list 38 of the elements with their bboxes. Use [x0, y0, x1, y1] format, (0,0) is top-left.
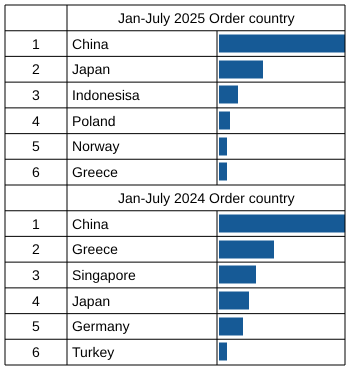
text: 6 [32, 164, 40, 180]
y-tick-label: Japan [72, 293, 110, 309]
bar [219, 342, 227, 361]
bar [219, 162, 227, 181]
bar [219, 86, 238, 104]
bar [219, 318, 243, 336]
y-tick-label: Poland [72, 113, 116, 129]
bar [219, 214, 345, 233]
text: 2 [32, 61, 40, 77]
y-tick-label: Indonesisa [72, 87, 140, 103]
y-tick-label: Singapore [72, 267, 136, 283]
y-tick-label: Turkey [72, 344, 114, 360]
text: 6 [32, 344, 40, 360]
text: 4 [32, 293, 40, 309]
chart-title: Jan-July 2024 Order country [118, 190, 295, 206]
text: 1 [32, 216, 40, 232]
bar [219, 138, 227, 156]
text: 5 [32, 318, 40, 334]
y-tick-label: China [72, 216, 109, 232]
y-tick-label: Norway [72, 138, 120, 154]
y-tick-label: Germany [72, 318, 130, 334]
text: 5 [32, 138, 40, 154]
text: 2 [32, 241, 40, 257]
bar [219, 60, 263, 79]
y-tick-label: China [72, 36, 109, 52]
y-tick-label: Japan [72, 61, 110, 77]
text: 4 [32, 113, 40, 129]
y-tick-label: Greece [72, 164, 118, 180]
bar [219, 34, 345, 53]
text: 1 [32, 36, 40, 52]
bar [219, 266, 256, 284]
bar [219, 112, 230, 130]
chart-title: Jan-July 2025 Order country [118, 10, 295, 26]
y-tick-label: Greece [72, 241, 118, 257]
bar [219, 240, 274, 259]
bar [219, 292, 249, 310]
text: 3 [32, 87, 40, 103]
text: 3 [32, 267, 40, 283]
